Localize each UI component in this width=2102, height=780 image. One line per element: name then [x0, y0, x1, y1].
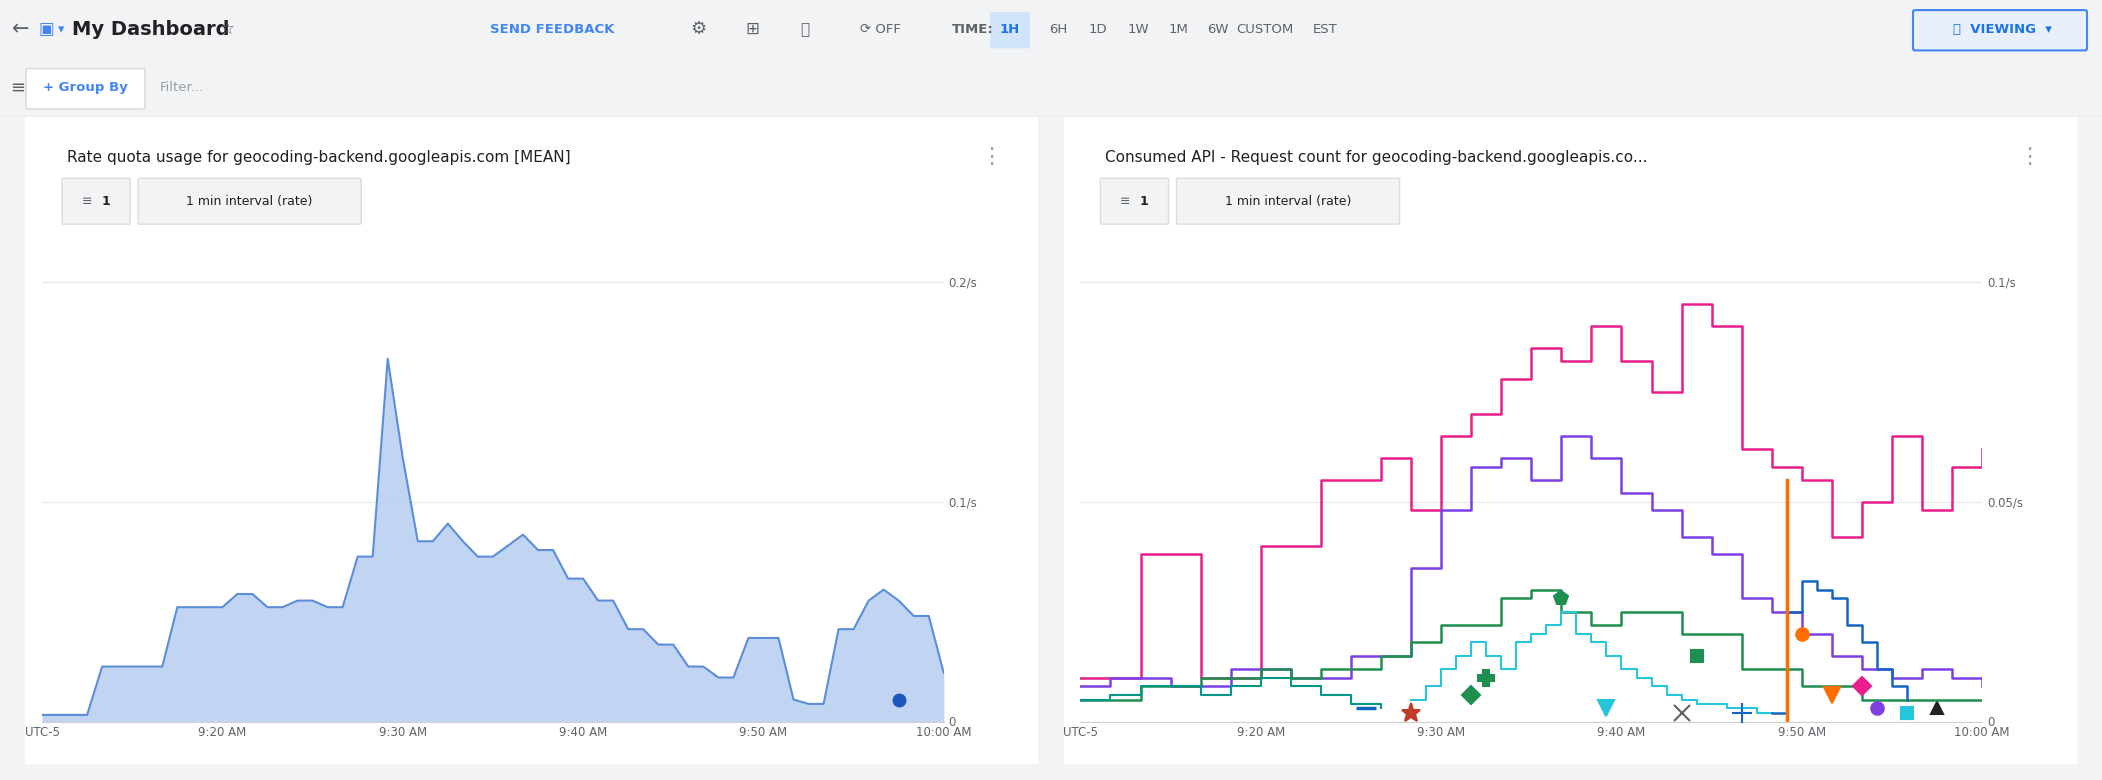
- Text: CUSTOM: CUSTOM: [1236, 23, 1293, 36]
- Text: ▾: ▾: [59, 23, 65, 36]
- Text: 1W: 1W: [1127, 23, 1150, 36]
- Text: 6H: 6H: [1049, 23, 1068, 36]
- Text: ☆: ☆: [221, 20, 235, 38]
- FancyBboxPatch shape: [990, 12, 1030, 48]
- FancyBboxPatch shape: [1101, 178, 1169, 224]
- FancyBboxPatch shape: [139, 178, 362, 224]
- Text: 1: 1: [1139, 195, 1148, 207]
- Text: 🔍: 🔍: [801, 22, 809, 37]
- FancyBboxPatch shape: [21, 114, 1043, 768]
- Text: 1D: 1D: [1089, 23, 1108, 36]
- Text: Consumed API - Request count for geocoding-backend.googleapis.co...: Consumed API - Request count for geocodi…: [1106, 150, 1648, 165]
- Text: ≡: ≡: [11, 79, 25, 97]
- Text: 👁  VIEWING  ▾: 👁 VIEWING ▾: [1953, 23, 2052, 36]
- Text: ≡: ≡: [1120, 195, 1131, 207]
- Text: 6W: 6W: [1207, 23, 1230, 36]
- Text: 1: 1: [101, 195, 109, 207]
- Text: SEND FEEDBACK: SEND FEEDBACK: [490, 23, 614, 36]
- Text: Rate quota usage for geocoding-backend.googleapis.com [MEAN]: Rate quota usage for geocoding-backend.g…: [67, 150, 570, 165]
- Text: 1 min interval (rate): 1 min interval (rate): [1225, 195, 1352, 207]
- Text: EST: EST: [1312, 23, 1337, 36]
- Text: ←: ←: [13, 20, 29, 39]
- Text: ▣: ▣: [38, 20, 55, 38]
- FancyBboxPatch shape: [1913, 10, 2087, 51]
- FancyBboxPatch shape: [63, 178, 130, 224]
- Text: Filter...: Filter...: [160, 81, 204, 94]
- Text: 1H: 1H: [1001, 23, 1019, 36]
- Text: 1M: 1M: [1169, 23, 1188, 36]
- Text: My Dashboard: My Dashboard: [71, 20, 229, 39]
- Text: 1 min interval (rate): 1 min interval (rate): [187, 195, 313, 207]
- Text: ≡: ≡: [82, 195, 92, 207]
- Text: TIME:: TIME:: [952, 23, 994, 36]
- FancyBboxPatch shape: [1059, 114, 2081, 768]
- FancyBboxPatch shape: [25, 69, 145, 109]
- Text: ⊞: ⊞: [744, 20, 759, 38]
- Text: ⟳ OFF: ⟳ OFF: [860, 23, 902, 36]
- Text: ⋮: ⋮: [2018, 147, 2041, 167]
- Text: ⋮: ⋮: [980, 147, 1003, 167]
- FancyBboxPatch shape: [1177, 178, 1400, 224]
- Text: + Group By: + Group By: [42, 81, 128, 94]
- Text: ⚙: ⚙: [689, 20, 706, 38]
